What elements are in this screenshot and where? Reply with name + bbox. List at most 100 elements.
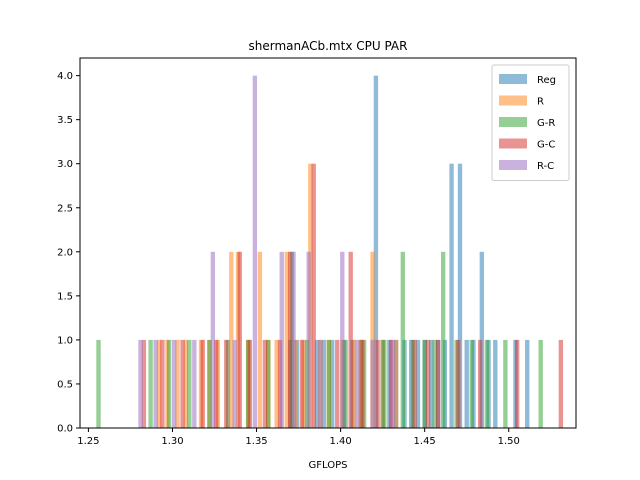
legend-swatch-4 xyxy=(499,160,527,170)
bar-g-r-22 xyxy=(503,339,508,428)
bar-r-c-6 xyxy=(252,75,258,429)
x-axis-label: GFLOPS xyxy=(309,460,348,471)
bar-g-c-24 xyxy=(558,339,564,428)
bar-r-c-7 xyxy=(279,251,284,428)
bar-g-r-1 xyxy=(148,339,153,428)
legend-label-1: R xyxy=(537,97,544,108)
bar-g-c-2 xyxy=(180,339,185,428)
bar-r-c-1 xyxy=(153,339,158,428)
bar-reg-2 xyxy=(314,339,320,428)
bar-g-c-10 xyxy=(287,251,293,428)
bar-r-3 xyxy=(183,339,189,428)
bar-g-c-3 xyxy=(200,339,205,428)
legend-swatch-3 xyxy=(499,138,527,149)
bar-g-c-4 xyxy=(214,339,219,428)
bar-g-r-2 xyxy=(166,339,172,428)
bar-reg-19 xyxy=(449,163,454,428)
bar-g-r-18 xyxy=(440,251,446,428)
y-tick-label-7: 3.5 xyxy=(57,115,73,126)
y-axis: 0.0 0.5 1.0 1.5 2.0 2.5 3.0 3.5 4.0 xyxy=(57,71,80,435)
bar-reg-8 xyxy=(373,75,379,429)
legend-swatch-1 xyxy=(499,95,527,106)
y-tick-label-5: 2.5 xyxy=(57,203,73,214)
bar-reg-20 xyxy=(457,163,463,428)
legend-label-0: Reg xyxy=(537,75,556,86)
bar-r-c-3 xyxy=(192,339,197,428)
legend-swatch-2 xyxy=(499,117,527,127)
bar-g-r-3 xyxy=(187,339,192,428)
bar-reg-21 xyxy=(464,339,469,428)
bar-reg-14 xyxy=(415,339,421,428)
bar-r-13 xyxy=(284,251,289,428)
bar-reg-3 xyxy=(321,339,326,428)
bar-reg-27 xyxy=(525,339,530,428)
bar-g-c-12 xyxy=(311,163,316,428)
bar-g-r-20 xyxy=(469,339,474,428)
bar-g-c-6 xyxy=(237,251,242,428)
bars-layer xyxy=(96,75,564,429)
bar-r-c-5 xyxy=(232,339,237,428)
bar-r-24 xyxy=(393,339,399,428)
bar-r-20 xyxy=(351,339,357,428)
bar-g-c-21 xyxy=(456,339,461,428)
bar-r-2 xyxy=(175,339,180,428)
x-tick-label-1: 1.30 xyxy=(161,436,183,447)
x-tick-label-0: 1.25 xyxy=(77,436,99,447)
legend-swatch-0 xyxy=(499,74,527,84)
bar-r-c-11 xyxy=(340,251,345,428)
bar-g-c-16 xyxy=(375,339,380,428)
bar-r-c-10 xyxy=(318,339,323,428)
y-tick-label-8: 4.0 xyxy=(57,71,73,82)
bar-r-c-12 xyxy=(355,339,360,428)
x-tick-label-3: 1.40 xyxy=(329,436,351,447)
bar-r-7 xyxy=(229,251,234,428)
y-tick-label-4: 2.0 xyxy=(57,247,73,258)
legend: Reg R G-R G-C R-C xyxy=(491,64,570,181)
bar-g-c-23 xyxy=(514,339,520,428)
bar-g-r-10 xyxy=(326,339,332,428)
bar-g-r-11 xyxy=(343,339,348,428)
bar-g-c-11 xyxy=(299,339,305,428)
legend-label-3: G-C xyxy=(537,140,555,151)
bar-r-12 xyxy=(274,339,279,428)
bar-r-c-2 xyxy=(171,339,177,428)
y-tick-label-3: 1.5 xyxy=(57,291,73,302)
bar-g-c-5 xyxy=(224,339,229,428)
bar-g-c-22 xyxy=(477,339,483,428)
y-tick-label-0: 0.0 xyxy=(57,424,73,435)
bar-g-r-4 xyxy=(207,339,212,428)
x-tick-label-2: 1.35 xyxy=(245,436,267,447)
bar-r-0 xyxy=(156,339,162,428)
bar-r-c-0 xyxy=(138,339,143,428)
bar-r-10 xyxy=(257,251,263,428)
bar-r-c-9 xyxy=(306,251,311,428)
y-tick-label-6: 3.0 xyxy=(57,159,73,170)
bar-g-r-23 xyxy=(538,339,543,428)
x-axis: 1.25 1.30 1.35 1.40 1.45 1.50 xyxy=(77,428,520,447)
bar-g-c-20 xyxy=(435,339,441,428)
bar-g-c-14 xyxy=(348,251,353,428)
bar-g-r-21 xyxy=(484,339,490,428)
bar-g-c-19 xyxy=(425,339,431,428)
bar-g-c-13 xyxy=(335,339,340,428)
plot-frame xyxy=(79,57,577,429)
bar-g-c-18 xyxy=(412,339,417,428)
bar-g-r-14 xyxy=(400,251,405,428)
legend-label-2: G-R xyxy=(537,118,555,129)
bar-g-c-8 xyxy=(262,339,268,428)
bar-r-c-13 xyxy=(370,339,375,428)
bar-g-r-16 xyxy=(422,339,427,428)
bar-g-r-7 xyxy=(266,339,271,428)
bar-g-c-15 xyxy=(360,339,365,428)
bar-r-c-4 xyxy=(210,251,216,428)
bar-g-r-0 xyxy=(96,339,101,428)
bar-g-r-13 xyxy=(382,339,387,428)
legend-label-4: R-C xyxy=(537,161,554,172)
y-tick-label-1: 0.5 xyxy=(57,379,73,390)
bar-g-r-17 xyxy=(432,339,437,428)
bar-reg-16 xyxy=(429,339,434,428)
bar-g-c-0 xyxy=(141,339,147,428)
x-tick-label-5: 1.50 xyxy=(498,436,520,447)
bar-reg-25 xyxy=(493,339,498,428)
